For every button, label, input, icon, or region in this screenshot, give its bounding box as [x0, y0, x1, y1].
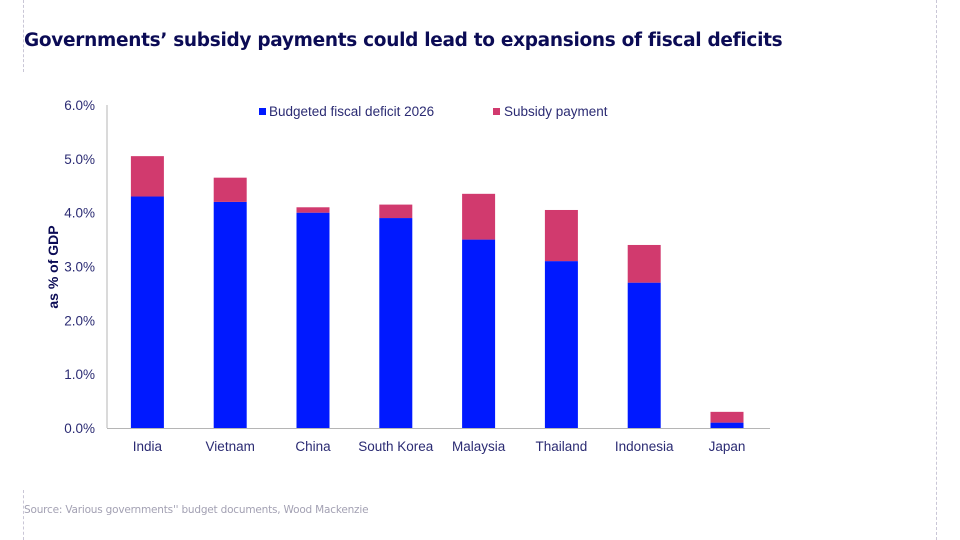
bar-subsidy-china: [296, 207, 330, 213]
x-tick-label: India: [133, 439, 163, 454]
y-axis-label: as % of GDP: [45, 225, 61, 308]
y-tick-label: 4.0%: [64, 206, 95, 221]
y-tick-label: 2.0%: [64, 313, 95, 328]
bar-subsidy-vietnam: [213, 177, 247, 202]
x-tick-label: Indonesia: [615, 439, 674, 454]
x-tick-label: Thailand: [536, 439, 588, 454]
x-axis-labels: India Vietnam China South Korea Malaysia Thai…: [133, 439, 746, 454]
bar-subsidy-indonesia: [627, 244, 661, 283]
bar-deficit-south-korea: [379, 218, 413, 428]
chart-title: Governments’ subsidy payments could lead…: [24, 30, 783, 51]
x-tick-label: China: [295, 439, 331, 454]
guide-line-left-top: [23, 0, 24, 72]
guide-line-left-bottom: [23, 490, 24, 540]
x-tick-label: Malaysia: [452, 439, 506, 454]
legend-swatch-deficit: [259, 108, 266, 115]
bar-deficit-thailand: [544, 261, 578, 428]
y-tick-label: 3.0%: [64, 260, 95, 275]
bar-deficit-india: [130, 196, 164, 428]
bar-subsidy-thailand: [544, 209, 578, 262]
y-tick-label: 1.0%: [64, 367, 95, 382]
bar-subsidy-india: [130, 156, 164, 197]
bar-subsidy-south-korea: [379, 204, 413, 219]
bar-deficit-indonesia: [627, 282, 661, 428]
y-tick-label: 6.0%: [64, 98, 95, 113]
bar-deficit-vietnam: [213, 201, 247, 428]
bar-subsidy-malaysia: [462, 193, 496, 240]
bars: [130, 156, 744, 428]
legend-swatch-subsidy: [493, 108, 500, 115]
bar-deficit-japan: [710, 422, 744, 428]
legend-label-subsidy: Subsidy payment: [504, 104, 608, 119]
y-tick-label: 0.0%: [64, 421, 95, 436]
x-tick-label: Vietnam: [206, 439, 255, 454]
y-tick-label: 5.0%: [64, 152, 95, 167]
bar-subsidy-japan: [710, 411, 744, 423]
bar-deficit-china: [296, 212, 330, 428]
x-tick-label: Japan: [709, 439, 746, 454]
x-tick-label: South Korea: [358, 439, 434, 454]
source-note: Source: Various governments'' budget doc…: [24, 504, 369, 516]
y-axis-ticks: 0.0% 1.0% 2.0% 3.0% 4.0% 5.0% 6.0%: [64, 98, 95, 436]
guide-line-right: [936, 0, 937, 540]
legend: Budgeted fiscal deficit 2026 Subsidy pay…: [259, 104, 608, 119]
bar-deficit-malaysia: [462, 239, 496, 428]
legend-label-deficit: Budgeted fiscal deficit 2026: [269, 104, 434, 119]
